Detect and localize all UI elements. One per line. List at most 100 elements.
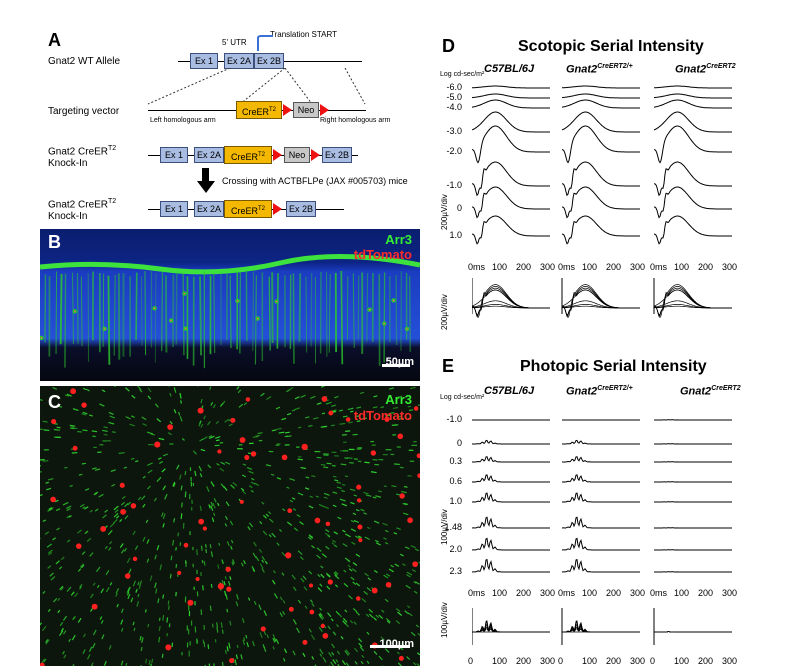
arr3-cone xyxy=(358,535,362,539)
arr3-cone xyxy=(203,641,206,648)
arr3-cone xyxy=(344,533,351,538)
scotopic-trace xyxy=(472,215,550,245)
scotopic-overlay-trace xyxy=(653,289,732,316)
cone-fiber xyxy=(352,273,355,348)
arr3-cone xyxy=(103,660,107,666)
arr3-cone xyxy=(377,490,382,493)
arr3-cone xyxy=(69,484,73,488)
arr3-cone xyxy=(217,564,220,569)
scotopic-trace xyxy=(561,215,640,245)
arr3-cone xyxy=(342,543,348,547)
arr3-cone xyxy=(77,529,82,534)
scotopic-intensity-label: -3.0 xyxy=(446,126,462,136)
arr3-cone xyxy=(133,627,136,631)
arr3-cone xyxy=(47,478,54,481)
arr3-cone xyxy=(147,431,154,435)
arr3-cone xyxy=(261,568,265,573)
photopic-intensity-label: 0.3 xyxy=(449,456,462,466)
arr3-cone xyxy=(164,493,168,500)
tdtomato-cell xyxy=(345,417,351,422)
arr3-cone xyxy=(343,441,347,443)
arr3-cone xyxy=(354,661,358,665)
arr3-cone xyxy=(324,506,329,510)
arr3-cone xyxy=(41,658,45,664)
arr3-cone xyxy=(109,540,113,545)
tdtomato-cell xyxy=(328,410,334,416)
arr3-cone xyxy=(190,620,193,626)
arr3-cone xyxy=(393,463,400,466)
arr3-cone xyxy=(229,520,234,526)
arr3-cone xyxy=(359,646,365,652)
photopic-trace xyxy=(561,537,640,551)
arr3-cone xyxy=(330,661,335,666)
arr3-cone xyxy=(213,663,215,666)
arr3-cone xyxy=(385,529,389,533)
arr3-cone xyxy=(124,502,129,508)
arr3-cone xyxy=(393,532,398,535)
arr3-cone xyxy=(196,569,198,575)
arr3-cone xyxy=(167,386,170,387)
arr3-cone xyxy=(181,502,183,508)
arr3-cone xyxy=(262,644,265,649)
arr3-cone xyxy=(145,519,149,524)
arr3-cone xyxy=(170,555,173,561)
panel-d-letter: D xyxy=(442,36,455,56)
photopic-trace xyxy=(472,558,550,573)
arr3-cone xyxy=(179,542,182,546)
tdtomato-cell xyxy=(309,583,314,588)
arr3-cone xyxy=(344,557,351,562)
arr3-cone xyxy=(408,612,413,617)
arr3-cone xyxy=(262,530,268,536)
arr3-cone xyxy=(406,571,413,576)
knockin2-label: Gnat2 CreERT2 Knock-In xyxy=(48,198,117,223)
arr3-cone xyxy=(250,481,256,485)
photopic-trace xyxy=(562,474,640,483)
panel-e-yaxis-2: 100µV/div xyxy=(440,602,449,638)
cone-fiber xyxy=(252,271,254,352)
arr3-cone xyxy=(40,458,45,461)
arr3-cone xyxy=(161,653,164,658)
arr3-cone xyxy=(243,637,246,641)
translation-start-label: Translation START xyxy=(270,30,337,39)
arr3-cone xyxy=(275,427,282,431)
tdtomato-cell xyxy=(370,450,377,456)
arr3-cone xyxy=(336,650,341,655)
arr3-cone xyxy=(232,559,235,564)
tdtomato-cell xyxy=(358,538,363,543)
arr3-cone xyxy=(271,532,276,538)
photopic-x-tick: 0ms xyxy=(650,588,668,598)
panel-d-strain-1: C57BL/6J xyxy=(484,63,535,75)
arr3-cone xyxy=(139,635,142,641)
arr3-cone xyxy=(349,620,354,624)
arr3-cone xyxy=(319,607,323,611)
arr3-cone xyxy=(331,651,335,656)
arr3-cone xyxy=(366,660,370,664)
arr3-cone xyxy=(225,594,228,600)
tdtomato-cell xyxy=(382,321,387,326)
arr3-cone xyxy=(156,544,160,551)
arr3-cone xyxy=(326,585,331,590)
tdtomato-cell xyxy=(357,524,363,530)
arr3-cone xyxy=(281,551,286,557)
arr3-cone xyxy=(272,646,275,650)
arr3-cone xyxy=(402,563,406,567)
photopic-x-tick: 0ms xyxy=(558,588,576,598)
tdtomato-cell xyxy=(177,570,182,575)
cone-fiber xyxy=(310,273,313,347)
arr3-cone xyxy=(327,535,331,538)
arr3-cone xyxy=(263,610,268,617)
tdtomato-cell xyxy=(407,517,413,524)
arr3-cone xyxy=(192,482,195,487)
arr3-cone xyxy=(399,553,404,557)
arr3-cone xyxy=(396,395,403,399)
scotopic-x-tick: 200 xyxy=(516,262,532,272)
arr3-cone xyxy=(305,476,310,479)
arr3-cone xyxy=(171,642,174,648)
scotopic-trace xyxy=(653,186,732,219)
arr3-cone xyxy=(243,560,246,565)
arr3-cone xyxy=(57,609,61,614)
arr3-cone xyxy=(403,512,409,516)
arr3-cone xyxy=(340,463,347,466)
arr3-cone xyxy=(289,386,294,390)
tdtomato-cell xyxy=(197,407,204,414)
